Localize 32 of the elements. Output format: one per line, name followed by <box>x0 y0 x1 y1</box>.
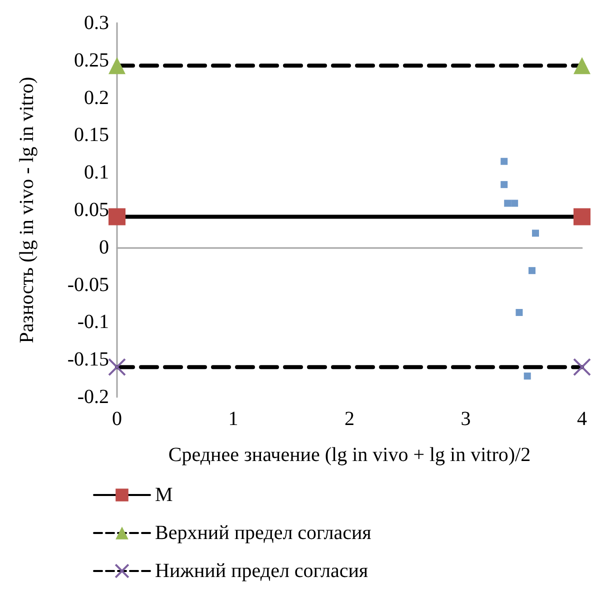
y-tick-label: 0.2 <box>84 86 109 109</box>
x-tick-label: 2 <box>344 408 354 430</box>
y-tick-label: 0.3 <box>84 12 109 34</box>
x-tick-label: 1 <box>228 408 238 430</box>
point <box>516 308 523 316</box>
point <box>504 200 512 207</box>
y-tick-label: -0.05 <box>67 274 109 296</box>
y-tick-label: 0 <box>99 236 109 258</box>
legend-label: Верхний предел согласия <box>155 522 372 544</box>
y-tick-label: -0.2 <box>77 386 109 408</box>
y-tick-label: 0.1 <box>84 162 109 184</box>
x-axis-title: Среднее значение (lg in vivo + lg in vitro)/2 <box>168 444 531 466</box>
y-tick-label: -0.15 <box>67 348 109 371</box>
legend-label: Нижний предел согласия <box>155 560 368 582</box>
point <box>524 372 531 380</box>
point <box>574 208 590 226</box>
x-tick-label: 3 <box>460 408 471 430</box>
point <box>528 267 536 274</box>
legend-label: M <box>155 484 173 506</box>
y-tick-label: 0.15 <box>74 124 109 146</box>
y-tick-label: 0.05 <box>74 199 109 221</box>
x-tick-label: 4 <box>577 408 587 430</box>
point <box>108 358 126 376</box>
point <box>108 208 126 226</box>
y-tick-label: -0.1 <box>77 311 109 334</box>
point <box>573 358 591 376</box>
point <box>500 158 508 165</box>
y-tick-label: 0.25 <box>74 49 109 72</box>
y-axis-title: Разность (lg in vivo - lg in vitro) <box>16 76 38 344</box>
point <box>511 200 518 207</box>
point <box>500 181 508 188</box>
point <box>532 230 539 237</box>
